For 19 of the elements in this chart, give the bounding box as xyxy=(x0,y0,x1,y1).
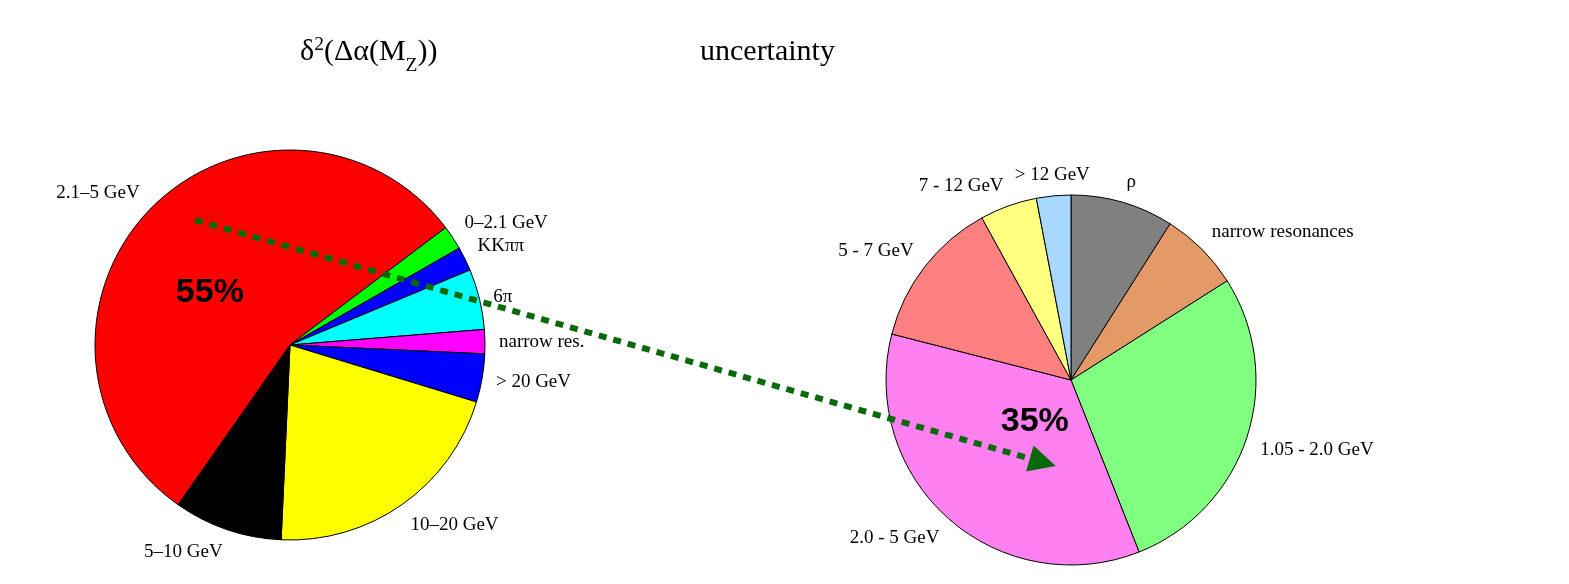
slice-label: 2.1–5 GeV xyxy=(56,180,140,202)
slice-label: 6π xyxy=(493,284,513,306)
slice-label: narrow res. xyxy=(498,330,585,352)
data-label: 55% xyxy=(175,271,244,310)
slice-label: KKππ xyxy=(477,233,525,255)
slice-label: 1.05 - 2.0 GeV xyxy=(1260,438,1374,460)
slice-label: 5–10 GeV xyxy=(144,539,223,561)
slice-label: 5 - 7 GeV xyxy=(838,239,915,261)
slice-label: 2.0 - 5 GeV xyxy=(849,526,940,548)
slice-label: narrow resonances xyxy=(1211,220,1354,242)
slice-label: > 20 GeV xyxy=(495,369,572,391)
chart-title: δ$^{2}$(Δα(M$_{Z}$)) xyxy=(300,32,438,75)
slice-label: 10–20 GeV xyxy=(410,512,499,534)
chart-title: uncertainty xyxy=(700,33,835,66)
slice-label: > 12 GeV xyxy=(1014,162,1091,184)
data-label: 35% xyxy=(1000,400,1069,439)
slice-label: 0–2.1 GeV xyxy=(464,210,549,232)
slice-label: ρ xyxy=(1126,169,1136,191)
slice-label: 7 - 12 GeV xyxy=(918,173,1004,195)
